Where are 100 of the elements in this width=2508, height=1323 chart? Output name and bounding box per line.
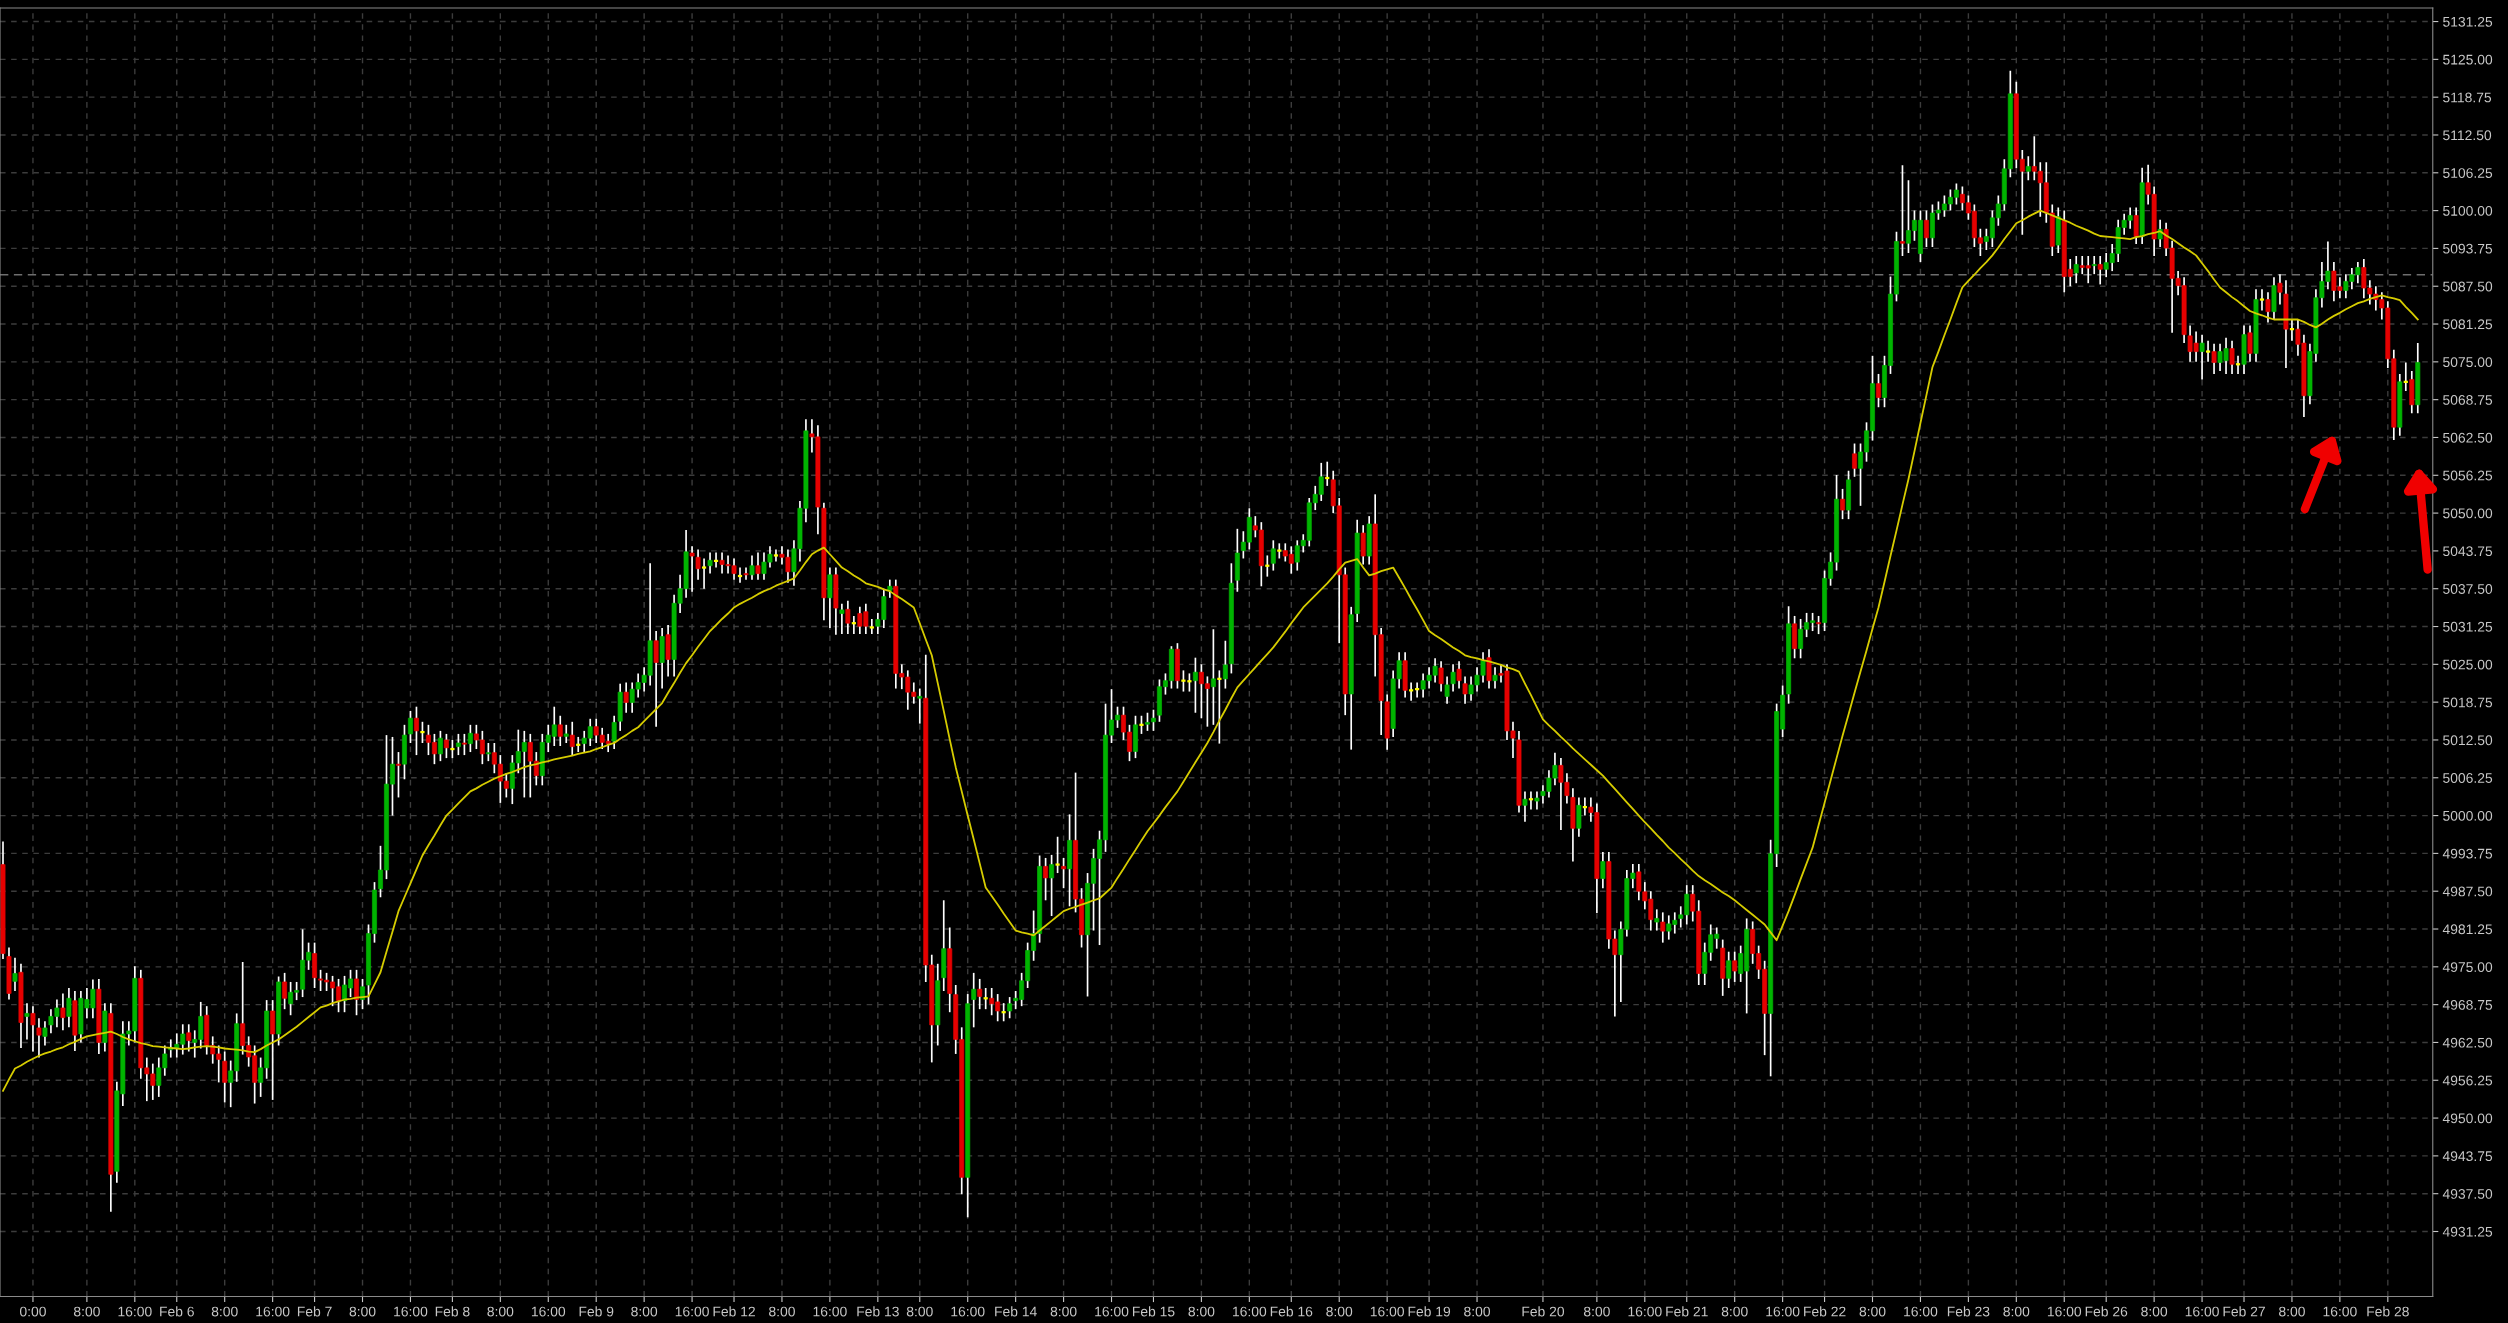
candlestick [414, 705, 419, 756]
candlestick [1534, 790, 1540, 811]
candlestick [1923, 209, 1929, 248]
x-tick-label: Feb 20 [1522, 1306, 1565, 1317]
candlestick [887, 578, 893, 599]
y-tick-label: 4987.50 [2442, 886, 2493, 897]
candlestick [1049, 854, 1055, 917]
candlestick [443, 733, 449, 759]
x-tick-label: 8:00 [631, 1306, 658, 1317]
candlestick [971, 972, 977, 1029]
y-tick-label: 5075.00 [2443, 357, 2493, 368]
x-tick-label: 16:00 [394, 1306, 428, 1317]
x-tick-label: Feb 8 [435, 1306, 470, 1317]
x-tick-label: 16:00 [2185, 1306, 2219, 1317]
x-tick-label: 8:00 [1464, 1306, 1491, 1317]
y-tick-label: 5112.50 [2443, 130, 2492, 141]
candlestick [2247, 324, 2253, 363]
candlestick [1138, 714, 1145, 735]
y-tick-label: 5081.25 [2443, 319, 2493, 330]
candlestick [1145, 711, 1150, 732]
candlestick [42, 1020, 48, 1047]
candlestick [845, 599, 851, 635]
candlestick [689, 545, 695, 593]
candlestick [270, 999, 276, 1101]
candlestick [917, 687, 923, 725]
y-tick-label: 5118.75 [2443, 92, 2492, 103]
candlestick [186, 1023, 192, 1053]
candlestick [1492, 666, 1498, 690]
candlestick [1852, 442, 1857, 478]
candlestick [282, 972, 288, 1011]
candlestick [1054, 835, 1061, 874]
x-tick-label: 0:00 [19, 1306, 46, 1317]
x-tick-label: 8:00 [487, 1306, 514, 1317]
candlestick [557, 714, 563, 747]
candlestick [1043, 857, 1049, 902]
x-tick-label: Feb 22 [1804, 1306, 1846, 1317]
candlestick [1222, 639, 1228, 690]
x-tick-label: 16:00 [2323, 1306, 2357, 1317]
candlestick [485, 742, 491, 762]
candlestick [1876, 373, 1881, 409]
y-tick-label: 5043.75 [2443, 546, 2493, 557]
x-tick-label: 8:00 [1188, 1306, 1215, 1317]
candlestick [1900, 164, 1905, 257]
x-tick-label: 16:00 [951, 1306, 985, 1317]
candlestick [419, 720, 426, 744]
candlestick [12, 956, 18, 992]
candlestick [1270, 539, 1276, 572]
candlestick [839, 603, 845, 635]
x-tick-label: Feb 13 [857, 1306, 899, 1317]
x-tick-label: 8:00 [349, 1306, 376, 1317]
candlestick [60, 992, 66, 1032]
x-tick-label: 8:00 [211, 1306, 238, 1317]
y-tick-label: 4981.25 [2442, 924, 2493, 935]
x-tick-label: 8:00 [906, 1306, 933, 1317]
candlestick [1654, 908, 1660, 932]
candlestick [461, 733, 467, 756]
y-tick-label: 4937.50 [2442, 1189, 2493, 1199]
y-tick-label: 4975.00 [2442, 962, 2493, 972]
y-tick-label: 5025.00 [2443, 659, 2493, 670]
candlestick [2211, 342, 2217, 375]
candlestick [24, 1002, 30, 1041]
x-tick-label: 16:00 [2047, 1306, 2082, 1317]
x-tick-label: Feb 19 [1408, 1306, 1451, 1317]
candlestick [437, 730, 443, 762]
candlestick [755, 551, 761, 581]
x-tick-label: Feb 9 [579, 1306, 614, 1317]
candlestick [623, 681, 629, 714]
candlestick [611, 714, 617, 750]
y-tick-label: 5062.50 [2443, 432, 2493, 443]
x-tick-label: Feb 28 [2367, 1306, 2409, 1317]
y-tick-label: 4950.00 [2442, 1113, 2493, 1124]
x-tick-label: Feb 27 [2223, 1306, 2265, 1317]
x-tick-label: Feb 15 [1132, 1306, 1175, 1317]
y-tick-label: 5131.25 [2443, 16, 2493, 27]
candlestick [2265, 291, 2271, 324]
y-tick-label: 5087.50 [2443, 281, 2493, 292]
x-tick-label: 8:00 [2279, 1306, 2305, 1317]
candlestick [1726, 950, 1732, 989]
x-tick-label: 16:00 [1628, 1306, 1662, 1317]
x-tick-label: 16:00 [675, 1306, 709, 1317]
candlestick [1276, 542, 1283, 560]
x-tick-label: Feb 14 [995, 1306, 1037, 1317]
y-tick-label: 4993.75 [2442, 848, 2493, 859]
candlestick [455, 733, 461, 756]
x-tick-label: Feb 16 [1270, 1306, 1313, 1317]
x-tick-label: 16:00 [1766, 1306, 1800, 1317]
line-series [2, 209, 2419, 1092]
x-tick-label: 16:00 [256, 1306, 290, 1317]
candlestick [396, 751, 401, 799]
candlestick [827, 566, 833, 629]
x-tick-label: Feb 6 [160, 1306, 194, 1317]
y-tick-label: 5125.00 [2443, 54, 2493, 65]
y-tick-label: 5093.75 [2443, 243, 2493, 254]
x-tick-label: 8:00 [769, 1306, 795, 1317]
candlestick [1660, 911, 1666, 944]
candlestick [707, 551, 713, 575]
candlestick [66, 987, 72, 1029]
candlestick [354, 969, 359, 1017]
y-tick-label: 4943.75 [2442, 1151, 2493, 1162]
candlestick [1732, 950, 1738, 983]
